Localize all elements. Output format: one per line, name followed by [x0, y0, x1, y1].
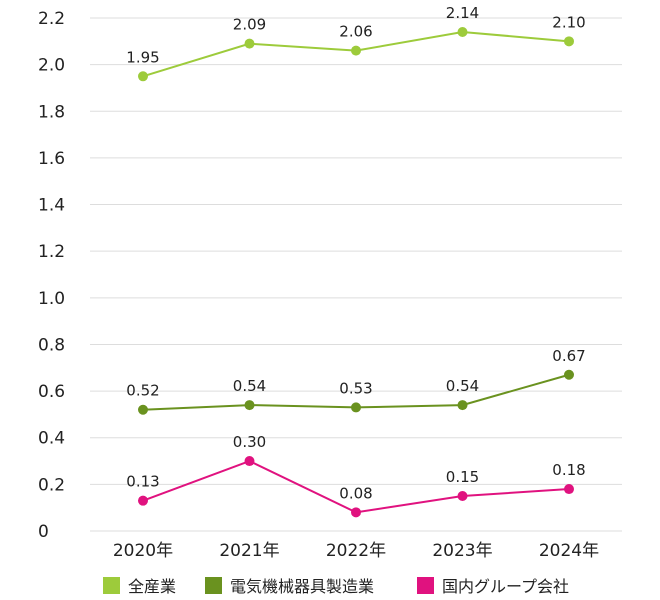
legend-swatch — [205, 577, 222, 594]
y-tick-label: 0.6 — [38, 382, 65, 402]
y-tick-label: 2.0 — [38, 56, 65, 76]
legend-item: 電気機械器具製造業 — [205, 577, 374, 596]
y-tick-label: 0.8 — [38, 335, 65, 355]
data-label: 0.18 — [552, 461, 585, 479]
data-point — [138, 404, 148, 415]
data-label: 2.06 — [339, 23, 372, 41]
data-point — [564, 484, 574, 495]
data-label: 1.95 — [126, 48, 159, 66]
y-tick-label: 1.0 — [38, 289, 65, 309]
x-tick-label: 2023年 — [432, 541, 492, 561]
data-point — [351, 402, 361, 413]
series-1: 1.95 2.09 2.06 2.14 2.10 — [126, 4, 586, 82]
x-tick-label: 2021年 — [219, 541, 279, 561]
gridlines — [90, 17, 622, 532]
data-label: 2.14 — [446, 4, 479, 22]
y-tick-label: 1.8 — [38, 102, 65, 122]
legend-swatch — [417, 577, 434, 594]
legend-label: 電気機械器具製造業 — [230, 577, 374, 596]
y-tick-label: 2.2 — [38, 9, 65, 29]
x-axis: 2020年 2021年 2022年 2023年 2024年 — [113, 541, 599, 561]
y-axis: 0 0.2 0.4 0.6 0.8 1.0 1.2 1.4 1.6 1.8 2.0 2.2 — [38, 9, 65, 542]
data-point — [351, 45, 361, 56]
data-point — [138, 71, 148, 82]
y-tick-label: 0 — [38, 522, 49, 542]
data-label: 0.30 — [233, 433, 266, 451]
data-label: 0.13 — [126, 473, 159, 491]
data-label: 0.53 — [339, 379, 372, 397]
data-point — [138, 495, 148, 506]
data-label: 0.52 — [126, 382, 159, 400]
data-point — [244, 400, 255, 411]
data-point — [564, 36, 574, 47]
data-label: 2.10 — [552, 13, 585, 31]
data-label: 2.09 — [233, 16, 266, 34]
data-point — [244, 456, 255, 467]
series-3: 0.13 0.30 0.08 0.15 0.18 — [126, 433, 586, 518]
series-group: 1.95 2.09 2.06 2.14 2.10 0.52 0.54 0.53 0.54 0.67… — [126, 4, 586, 518]
data-label: 0.67 — [552, 347, 585, 365]
y-tick-label: 0.2 — [38, 475, 65, 495]
x-tick-label: 2024年 — [539, 541, 599, 561]
legend-item: 国内グループ会社 — [417, 577, 569, 596]
data-point — [457, 400, 468, 411]
x-tick-label: 2020年 — [113, 541, 173, 561]
legend: 全産業 電気機械器具製造業 国内グループ会社 — [103, 577, 569, 596]
data-label: 0.54 — [233, 377, 266, 395]
data-point — [564, 369, 574, 380]
data-label: 0.08 — [339, 484, 372, 502]
data-label: 0.54 — [446, 377, 479, 395]
data-point — [244, 38, 255, 49]
data-label: 0.15 — [446, 468, 479, 486]
series-2: 0.52 0.54 0.53 0.54 0.67 — [126, 347, 586, 415]
x-tick-label: 2022年 — [326, 541, 386, 561]
y-tick-label: 1.4 — [38, 196, 65, 216]
y-tick-label: 1.6 — [38, 149, 65, 169]
y-tick-label: 0.4 — [38, 429, 65, 449]
y-tick-label: 1.2 — [38, 242, 65, 262]
legend-label: 国内グループ会社 — [442, 577, 569, 596]
legend-swatch — [103, 577, 120, 594]
data-point — [457, 491, 468, 502]
data-point — [457, 26, 468, 37]
legend-label: 全産業 — [128, 577, 176, 596]
legend-item: 全産業 — [103, 577, 176, 596]
data-point — [351, 507, 361, 518]
